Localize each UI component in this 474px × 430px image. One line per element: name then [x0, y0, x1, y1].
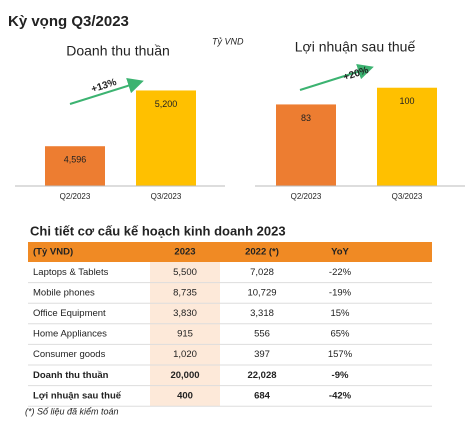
table-cell: Consumer goods	[33, 349, 106, 360]
table-header-bg	[28, 242, 432, 262]
bar	[276, 104, 336, 186]
value-label: 83	[301, 113, 311, 123]
unit-label: Tỷ VND	[212, 36, 244, 46]
table-cell: 3,318	[250, 308, 274, 319]
table-cell: 3,830	[173, 308, 197, 319]
growth-arrow	[299, 63, 374, 91]
table-cell: 5,500	[173, 267, 197, 278]
growth-label: +20%	[342, 65, 370, 83]
footnote: (*) Số liệu đã kiểm toán	[25, 406, 119, 416]
table-cell: 65%	[330, 329, 350, 340]
table-title: Chi tiết cơ cấu kế hoạch kinh doanh 2023	[30, 223, 286, 238]
table-cell: 556	[254, 329, 270, 340]
table-cell: 400	[177, 390, 193, 401]
table-cell: 684	[254, 390, 271, 401]
table-cell: -42%	[329, 390, 352, 401]
table-cell: -19%	[329, 287, 352, 298]
table-cell: Mobile phones	[33, 287, 95, 298]
table-cell: 20,000	[170, 370, 199, 381]
table-header-cell: 2022 (*)	[245, 247, 279, 258]
bar	[136, 90, 196, 186]
table-header-cell: (Tỷ VND)	[33, 247, 73, 258]
x-tick-label: Q2/2023	[60, 192, 91, 201]
table-cell: -22%	[329, 267, 352, 278]
x-tick-label: Q2/2023	[291, 192, 322, 201]
growth-arrow	[69, 77, 144, 105]
table-cell: 8,735	[173, 287, 197, 298]
table-cell: 157%	[328, 349, 353, 360]
x-tick-label: Q3/2023	[151, 192, 182, 201]
bar	[377, 87, 437, 186]
x-tick-label: Q3/2023	[392, 192, 423, 201]
value-label: 4,596	[64, 155, 87, 165]
value-label: 100	[399, 96, 414, 106]
table-cell: 10,729	[247, 287, 276, 298]
table-cell: 915	[177, 329, 193, 340]
table-header-cell: YoY	[331, 247, 349, 258]
table-cell: Doanh thu thuần	[33, 370, 109, 381]
table-cell: 22,028	[247, 370, 276, 381]
chart-title: Doanh thu thuần	[66, 43, 170, 59]
bar	[45, 146, 105, 186]
table-header-cell: 2023	[174, 247, 195, 258]
table-cell: Lợi nhuận sau thuế	[33, 390, 122, 401]
table-cell: -9%	[332, 370, 349, 381]
table-cell: Office Equipment	[33, 308, 106, 319]
table-cell: 1,020	[173, 349, 197, 360]
value-label: 5,200	[155, 99, 178, 109]
chart-title: Lợi nhuận sau thuế	[295, 39, 416, 55]
page-title: Kỳ vọng Q3/2023	[8, 13, 129, 30]
table-cell: 397	[254, 349, 270, 360]
table-cell: 7,028	[250, 267, 274, 278]
table-cell: Laptops & Tablets	[33, 267, 109, 278]
table-cell: 15%	[330, 308, 350, 319]
table-cell: Home Appliances	[33, 329, 107, 340]
